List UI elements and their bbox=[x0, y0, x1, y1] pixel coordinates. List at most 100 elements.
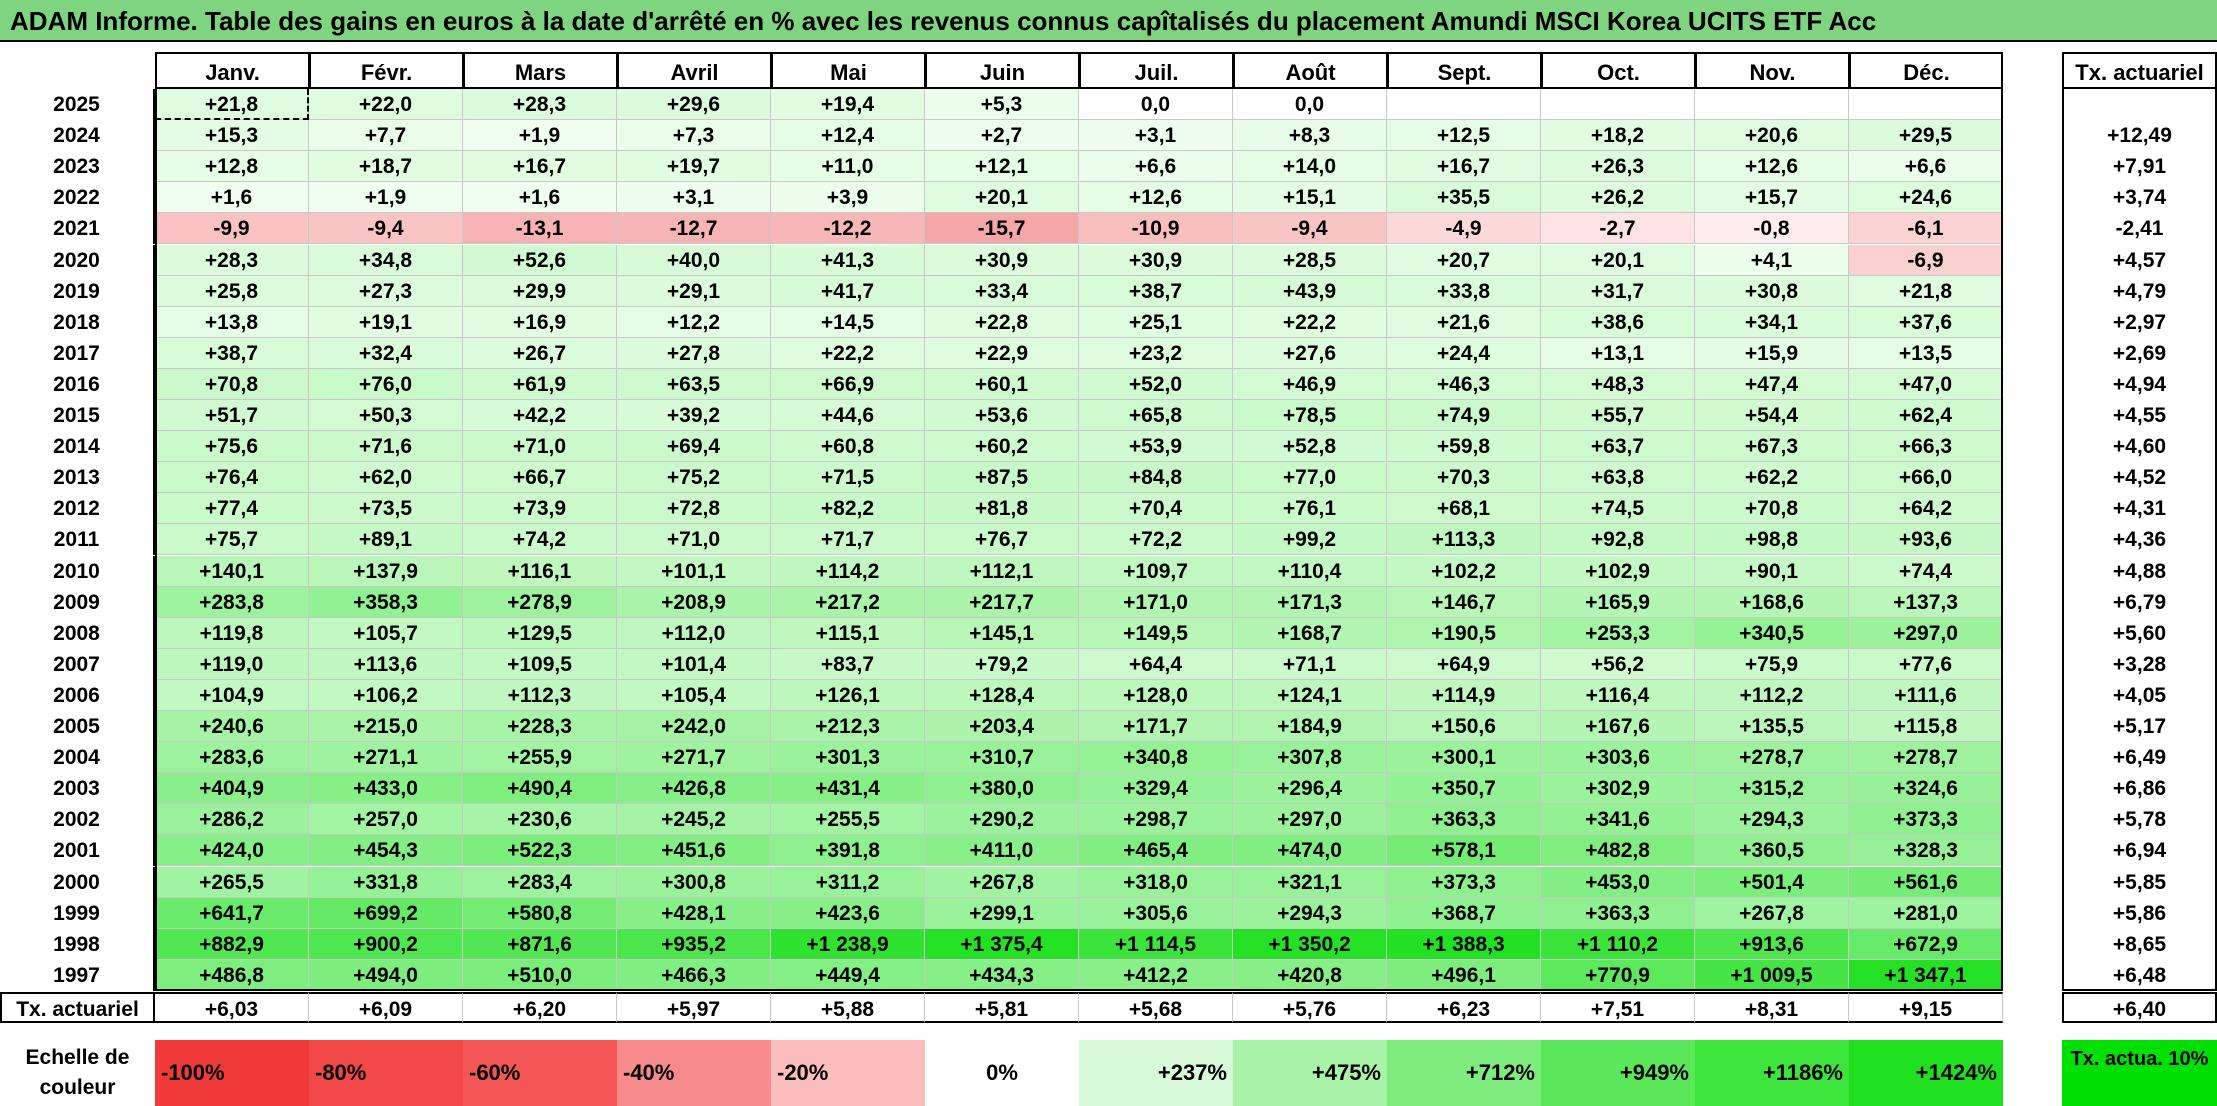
table-cell: +373,3 bbox=[1849, 804, 2003, 836]
table-cell: +34,1 bbox=[1695, 306, 1849, 338]
table-cell: +12,1 bbox=[925, 151, 1079, 183]
table-cell: +66,9 bbox=[771, 368, 925, 400]
table-cell: +281,0 bbox=[1849, 897, 2003, 929]
rate-header: Tx. actuariel bbox=[2062, 52, 2217, 89]
year-label: 2009 bbox=[0, 586, 155, 618]
table-cell: +33,4 bbox=[925, 275, 1079, 307]
table-cell: +522,3 bbox=[463, 835, 617, 867]
table-cell: +77,0 bbox=[1233, 462, 1387, 494]
table-cell: +299,1 bbox=[925, 897, 1079, 929]
table-cell: +93,6 bbox=[1849, 524, 2003, 556]
table-cell: +19,7 bbox=[617, 151, 771, 183]
table-cell: -6,9 bbox=[1849, 244, 2003, 276]
table-cell: +324,6 bbox=[1849, 773, 2003, 805]
table-cell: +2,7 bbox=[925, 120, 1079, 152]
year-label: 2000 bbox=[0, 866, 155, 898]
table-cell: +341,6 bbox=[1541, 804, 1695, 836]
table-cell: +305,6 bbox=[1079, 897, 1233, 929]
footer-cell: +5,97 bbox=[617, 992, 771, 1023]
year-label: 2003 bbox=[0, 773, 155, 805]
table-cell: +16,9 bbox=[463, 306, 617, 338]
table-cell: +27,8 bbox=[617, 337, 771, 369]
table-cell: +215,0 bbox=[309, 711, 463, 743]
table-cell: +114,9 bbox=[1387, 679, 1541, 711]
footer-cell: +5,81 bbox=[925, 992, 1079, 1023]
footer-cell: +6,23 bbox=[1387, 992, 1541, 1023]
year-label: 2005 bbox=[0, 711, 155, 743]
table-cell: +310,7 bbox=[925, 742, 1079, 774]
table-cell: +303,6 bbox=[1541, 742, 1695, 774]
table-cell: +490,4 bbox=[463, 773, 617, 805]
table-cell: +64,4 bbox=[1079, 648, 1233, 680]
table-cell: +428,1 bbox=[617, 897, 771, 929]
footer-cell: +8,31 bbox=[1695, 992, 1849, 1023]
table-cell: +391,8 bbox=[771, 835, 925, 867]
table-cell: -15,7 bbox=[925, 213, 1079, 245]
table-cell: +168,7 bbox=[1233, 617, 1387, 649]
table-cell: +12,2 bbox=[617, 306, 771, 338]
footer-cell: +7,51 bbox=[1541, 992, 1695, 1023]
table-cell: +190,5 bbox=[1387, 617, 1541, 649]
table-cell: +28,3 bbox=[155, 244, 309, 276]
table-cell: +28,5 bbox=[1233, 244, 1387, 276]
table-cell: +230,6 bbox=[463, 804, 617, 836]
table-cell: +70,8 bbox=[1695, 493, 1849, 525]
table-cell: -12,2 bbox=[771, 213, 925, 245]
table-cell: +38,7 bbox=[1079, 275, 1233, 307]
month-header: Juin bbox=[925, 52, 1079, 89]
table-cell: +137,9 bbox=[309, 555, 463, 587]
table-cell: +76,7 bbox=[925, 524, 1079, 556]
table-cell: +935,2 bbox=[617, 928, 771, 960]
table-cell: +119,8 bbox=[155, 617, 309, 649]
table-cell: +167,6 bbox=[1541, 711, 1695, 743]
year-label: 2017 bbox=[0, 337, 155, 369]
table-cell: +82,2 bbox=[771, 493, 925, 525]
scale-swatch: +475% bbox=[1233, 1040, 1387, 1106]
table-cell: +22,2 bbox=[771, 337, 925, 369]
table-cell: +283,6 bbox=[155, 742, 309, 774]
table-cell: +12,5 bbox=[1387, 120, 1541, 152]
table-cell: +496,1 bbox=[1387, 959, 1541, 991]
rate-cell: +5,17 bbox=[2062, 711, 2217, 743]
scale-swatch: +1186% bbox=[1695, 1040, 1849, 1106]
scale-label: Echelle de couleur bbox=[25, 1046, 130, 1099]
table-cell: +37,6 bbox=[1849, 306, 2003, 338]
table-cell: +20,1 bbox=[1541, 244, 1695, 276]
table-cell: +18,2 bbox=[1541, 120, 1695, 152]
table-cell: +47,0 bbox=[1849, 368, 2003, 400]
table-cell: +64,2 bbox=[1849, 493, 2003, 525]
table-cell: +75,9 bbox=[1695, 648, 1849, 680]
table-cell: +98,8 bbox=[1695, 524, 1849, 556]
table-cell: +7,3 bbox=[617, 120, 771, 152]
table-cell: +129,5 bbox=[463, 617, 617, 649]
table-cell: +71,7 bbox=[771, 524, 925, 556]
year-label: 2016 bbox=[0, 368, 155, 400]
rate-cell: +5,85 bbox=[2062, 866, 2217, 898]
table-cell: +3,9 bbox=[771, 182, 925, 214]
table-cell: +63,7 bbox=[1541, 431, 1695, 463]
table-cell: +245,2 bbox=[617, 804, 771, 836]
table-cell: +41,7 bbox=[771, 275, 925, 307]
rate-cell: +2,69 bbox=[2062, 337, 2217, 369]
table-cell: +65,8 bbox=[1079, 400, 1233, 432]
table-cell: +128,0 bbox=[1079, 679, 1233, 711]
table-cell: +101,4 bbox=[617, 648, 771, 680]
table-cell: +294,3 bbox=[1695, 804, 1849, 836]
table-cell: +75,7 bbox=[155, 524, 309, 556]
table-cell: +24,6 bbox=[1849, 182, 2003, 214]
table-cell: +217,7 bbox=[925, 586, 1079, 618]
year-label: 2008 bbox=[0, 617, 155, 649]
table-cell: +22,9 bbox=[925, 337, 1079, 369]
table-cell: +114,2 bbox=[771, 555, 925, 587]
table-cell: +420,8 bbox=[1233, 959, 1387, 991]
rate-cell: +12,49 bbox=[2062, 120, 2217, 152]
scale-swatch: 0% bbox=[925, 1040, 1079, 1106]
table-cell: +46,9 bbox=[1233, 368, 1387, 400]
rate-cell: +6,94 bbox=[2062, 835, 2217, 867]
table-cell: +105,7 bbox=[309, 617, 463, 649]
table-cell: +22,8 bbox=[925, 306, 1079, 338]
table-cell: +27,6 bbox=[1233, 337, 1387, 369]
table-cell: +6,6 bbox=[1079, 151, 1233, 183]
table-cell: +77,4 bbox=[155, 493, 309, 525]
page-title: ADAM Informe. Table des gains en euros à… bbox=[0, 0, 2217, 42]
